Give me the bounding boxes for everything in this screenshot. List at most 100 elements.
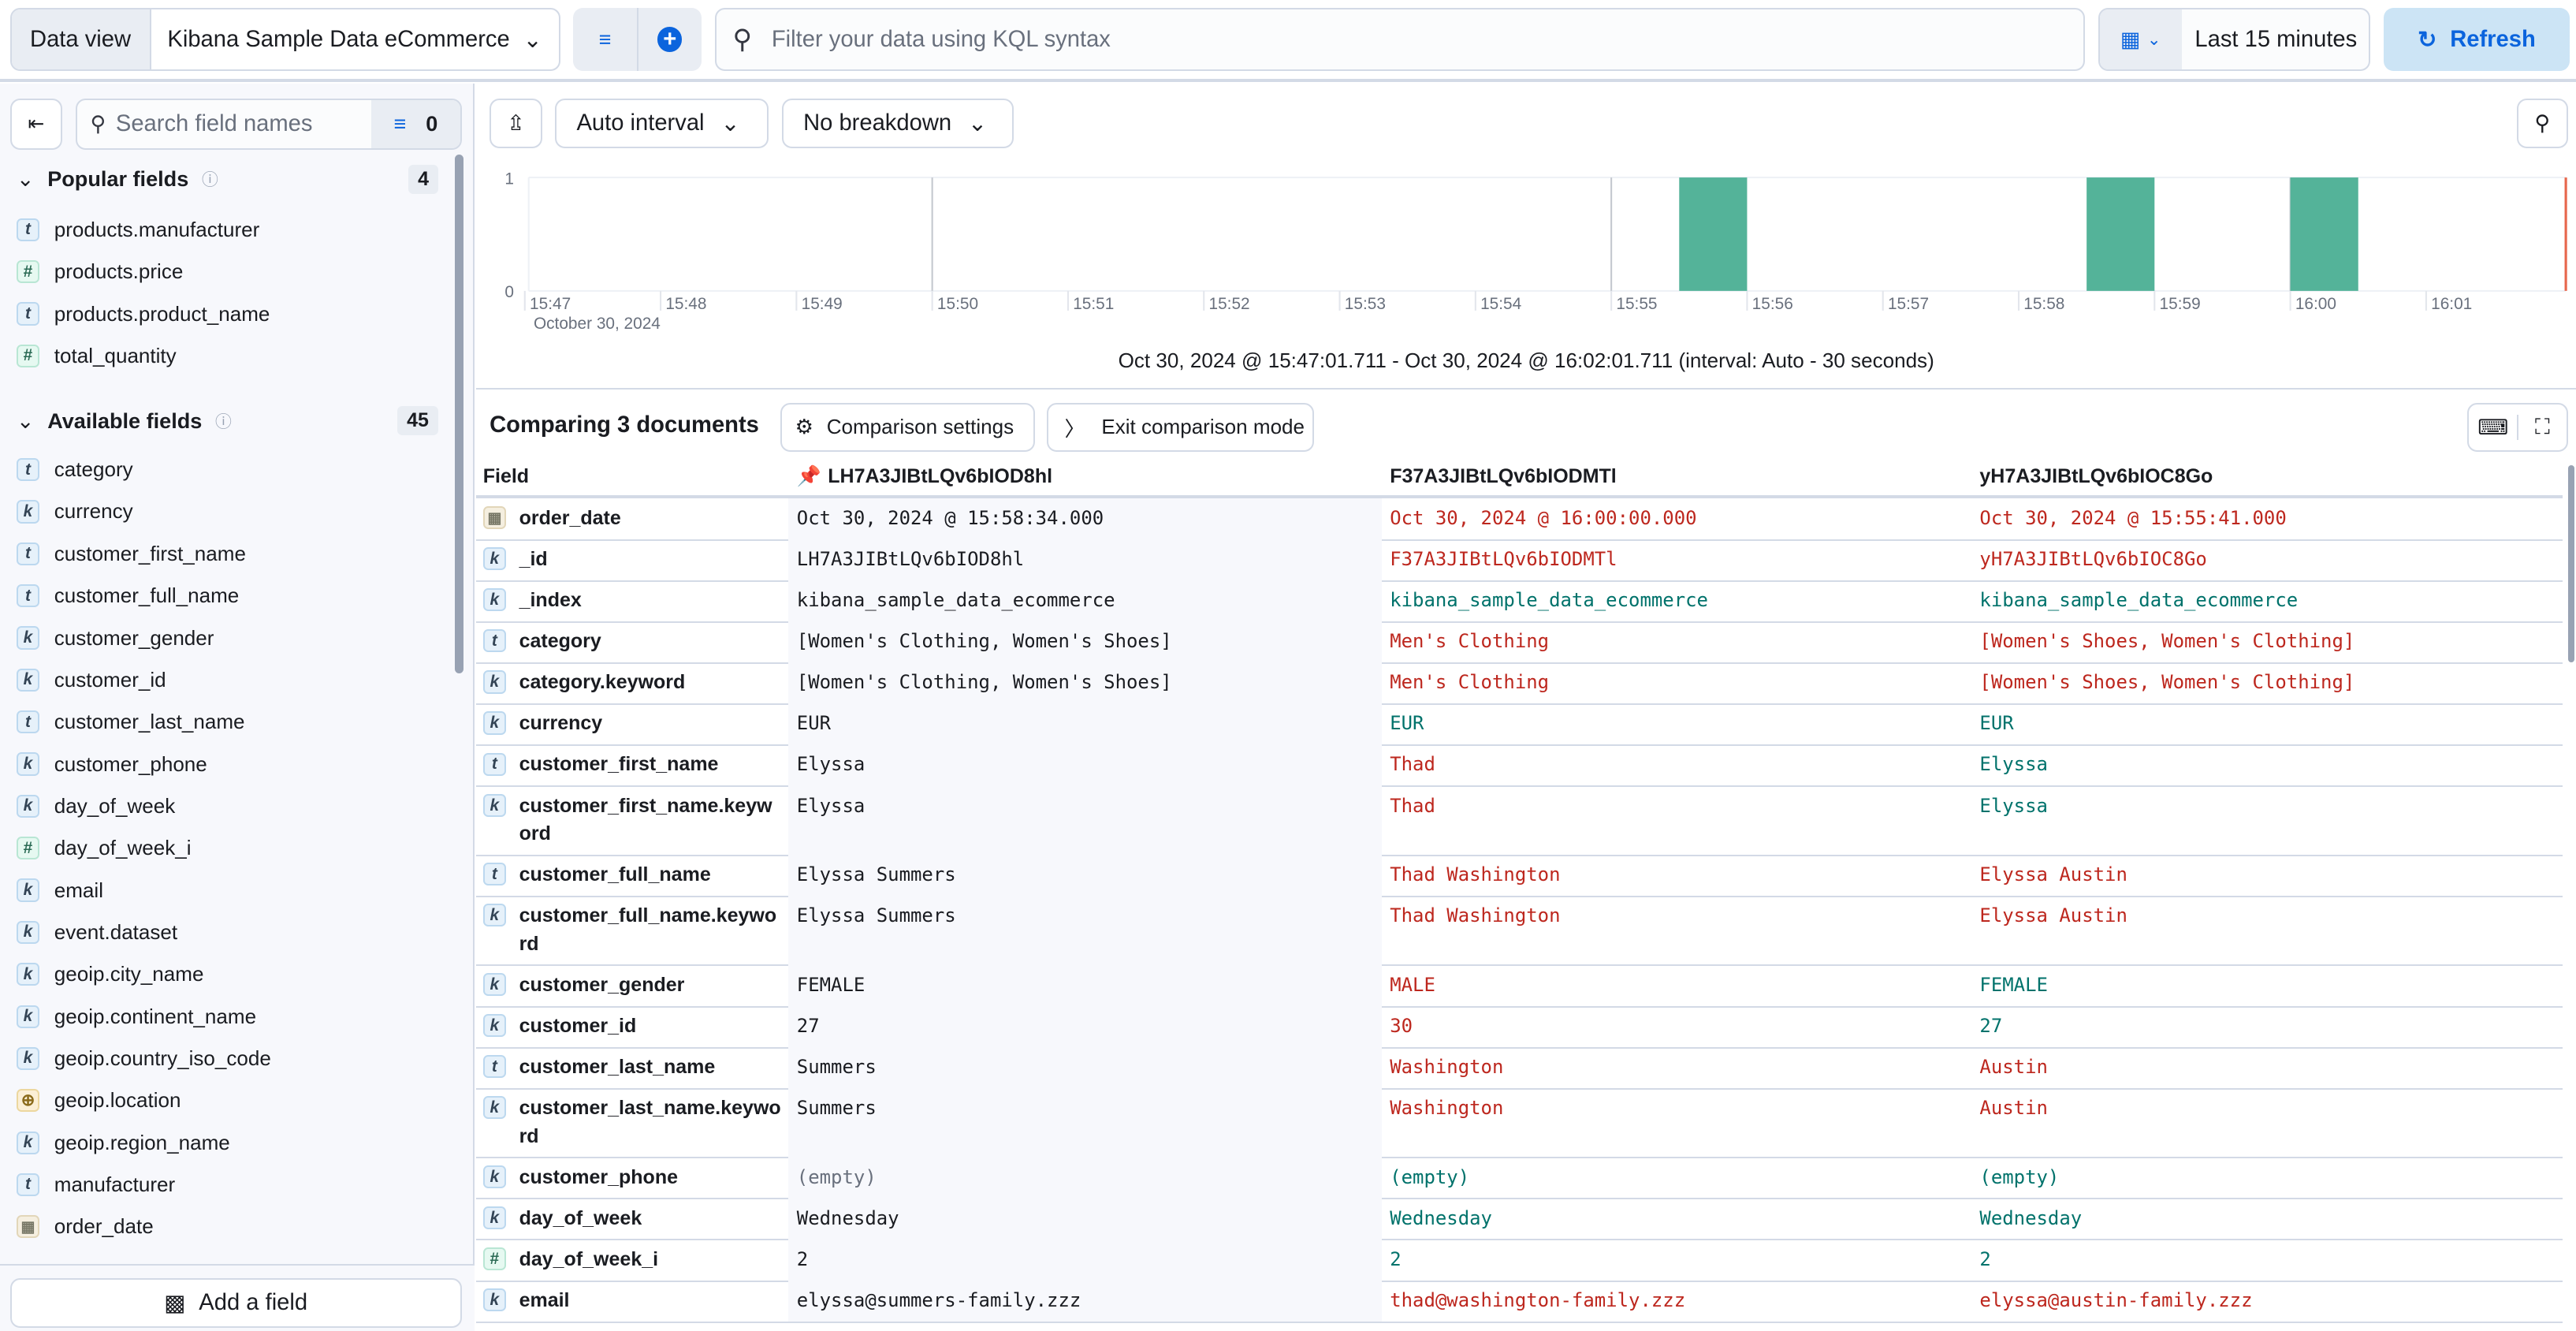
value-cell[interactable]: 27 bbox=[788, 1005, 1382, 1047]
sidebar-scrollbar[interactable] bbox=[455, 154, 463, 674]
value-cell[interactable]: Thad bbox=[1390, 794, 1435, 817]
value-cell[interactable]: Oct 30, 2024 @ 15:58:34.000 bbox=[788, 498, 1382, 539]
value-cell[interactable]: Austin bbox=[1979, 1097, 2048, 1120]
calendar-icon[interactable]: ▦ ⌄ bbox=[2099, 9, 2182, 69]
sidebar-field-item[interactable]: ⊕ geoip.location bbox=[0, 1079, 452, 1121]
field-search-input[interactable]: ⚲ Search field names ≡ 0 bbox=[75, 99, 462, 150]
sidebar-field-item[interactable]: ▦ order_date bbox=[0, 1206, 452, 1247]
popular-fields-header[interactable]: ⌄ Popular fields ⓘ 4 bbox=[0, 158, 452, 200]
table-scrollbar[interactable] bbox=[2567, 464, 2574, 662]
filter-icon[interactable]: ≡ bbox=[573, 8, 638, 71]
value-cell[interactable]: 2 bbox=[788, 1239, 1382, 1281]
inspect-chart-button[interactable]: ⚲ bbox=[2516, 99, 2568, 148]
sidebar-field-item[interactable]: t customer_first_name bbox=[0, 533, 452, 575]
value-cell[interactable]: Summers bbox=[788, 1087, 1382, 1158]
data-view-picker[interactable]: Data view Kibana Sample Data eCommerce ⌄ bbox=[9, 8, 560, 71]
add-field-button[interactable]: ▩ Add a field bbox=[9, 1278, 462, 1328]
fullscreen-icon[interactable]: ⛶ bbox=[2534, 414, 2550, 439]
value-cell[interactable]: FEMALE bbox=[1979, 973, 2048, 996]
sidebar-field-item[interactable]: # products.price bbox=[0, 251, 452, 293]
value-cell[interactable]: (empty) bbox=[1390, 1165, 1470, 1188]
value-cell[interactable]: Thad bbox=[1390, 753, 1435, 776]
value-cell[interactable]: EUR bbox=[788, 703, 1382, 745]
sidebar-field-item[interactable]: t category bbox=[0, 449, 452, 490]
value-cell[interactable]: F37A3JIBtLQv6bIODMTl bbox=[1390, 547, 1617, 570]
value-cell[interactable]: Oct 30, 2024 @ 16:00:00.000 bbox=[1390, 506, 1697, 529]
value-cell[interactable]: Thad Washington bbox=[1390, 904, 1561, 927]
field-type-filter[interactable]: ≡ 0 bbox=[371, 100, 460, 148]
value-cell[interactable]: Elyssa bbox=[788, 785, 1382, 855]
sidebar-field-item[interactable]: k customer_gender bbox=[0, 617, 452, 658]
sidebar-field-item[interactable]: k day_of_week bbox=[0, 785, 452, 827]
sidebar-field-item[interactable]: k customer_id bbox=[0, 659, 452, 701]
value-cell[interactable]: FEMALE bbox=[788, 964, 1382, 1006]
value-cell[interactable]: 30 bbox=[1390, 1014, 1413, 1037]
value-cell[interactable]: kibana_sample_data_ecommerce bbox=[1979, 589, 2299, 612]
sidebar-field-item[interactable]: k geoip.city_name bbox=[0, 953, 452, 995]
value-cell[interactable]: Elyssa bbox=[788, 744, 1382, 786]
sidebar-field-item[interactable]: t customer_full_name bbox=[0, 575, 452, 617]
sidebar-field-item[interactable]: k customer_phone bbox=[0, 743, 452, 785]
value-cell[interactable]: Summers bbox=[788, 1046, 1382, 1088]
value-cell[interactable]: 27 bbox=[1979, 1014, 2003, 1037]
sidebar-field-item[interactable]: k geoip.continent_name bbox=[0, 995, 452, 1037]
value-cell[interactable]: LH7A3JIBtLQv6bIOD8hl bbox=[788, 539, 1382, 580]
chart-toggle-button[interactable]: ⇫ bbox=[490, 99, 542, 148]
value-cell[interactable]: Elyssa bbox=[1979, 753, 2048, 776]
value-cell[interactable]: EUR bbox=[1979, 712, 2014, 735]
header-doc[interactable]: F37A3JIBtLQv6bIODMTl bbox=[1390, 464, 1617, 487]
value-cell[interactable]: EUR bbox=[1390, 712, 1424, 735]
sidebar-field-item[interactable]: k geoip.country_iso_code bbox=[0, 1038, 452, 1079]
sidebar-field-item[interactable]: k event.dataset bbox=[0, 912, 452, 953]
value-cell[interactable]: Thad Washington bbox=[1390, 863, 1561, 886]
sidebar-field-item[interactable]: k geoip.region_name bbox=[0, 1121, 452, 1163]
value-cell[interactable]: Elyssa Austin bbox=[1979, 904, 2127, 927]
value-cell[interactable]: Wednesday bbox=[1979, 1206, 2083, 1229]
query-input[interactable]: ⚲ Filter your data using KQL syntax bbox=[714, 8, 2085, 71]
value-cell[interactable]: (empty) bbox=[1979, 1165, 2060, 1188]
value-cell[interactable]: Elyssa bbox=[1979, 794, 2048, 817]
value-cell[interactable]: 2 bbox=[1979, 1247, 1991, 1270]
refresh-button[interactable]: ↻ Refresh bbox=[2384, 8, 2570, 71]
header-doc[interactable]: yH7A3JIBtLQv6bIOC8Go bbox=[1979, 464, 2213, 487]
value-cell[interactable]: kibana_sample_data_ecommerce bbox=[788, 580, 1382, 621]
sidebar-field-item[interactable]: # total_quantity bbox=[0, 335, 452, 377]
sidebar-field-item[interactable]: t manufacturer bbox=[0, 1164, 452, 1206]
value-cell[interactable]: [Women's Shoes, Women's Clothing] bbox=[1979, 671, 2355, 694]
value-cell[interactable]: elyssa@austin-family.zzz bbox=[1979, 1288, 2253, 1311]
value-cell[interactable]: thad@washington-family.zzz bbox=[1390, 1288, 1686, 1311]
value-cell[interactable]: [Women's Clothing, Women's Shoes] bbox=[788, 662, 1382, 704]
time-picker[interactable]: ▦ ⌄ Last 15 minutes bbox=[2098, 8, 2371, 71]
histogram-chart[interactable]: 0 1 15:47 15:48 15:49 15:50 15:51 15:52 15:53 15:… bbox=[476, 156, 2576, 337]
header-doc-pinned[interactable]: 📌 LH7A3JIBtLQv6bIOD8hl bbox=[788, 465, 1381, 488]
value-cell[interactable]: Oct 30, 2024 @ 15:55:41.000 bbox=[1979, 506, 2287, 529]
value-cell[interactable]: Washington bbox=[1390, 1055, 1504, 1078]
value-cell[interactable]: (empty) bbox=[788, 1157, 1382, 1199]
keyboard-icon[interactable]: ⌨ bbox=[2469, 414, 2519, 440]
sidebar-field-item[interactable]: k currency bbox=[0, 490, 452, 532]
add-filter-button[interactable]: + bbox=[638, 8, 702, 70]
value-cell[interactable]: kibana_sample_data_ecommerce bbox=[1390, 589, 1708, 612]
value-cell[interactable]: [Women's Clothing, Women's Shoes] bbox=[788, 621, 1382, 662]
interval-select[interactable]: Auto interval ⌄ bbox=[555, 99, 769, 148]
value-cell[interactable]: Men's Clothing bbox=[1390, 630, 1550, 653]
sidebar-field-item[interactable]: # day_of_week_i bbox=[0, 827, 452, 869]
value-cell[interactable]: Washington bbox=[1390, 1097, 1504, 1120]
value-cell[interactable]: Elyssa Summers bbox=[788, 895, 1382, 965]
comparison-settings-button[interactable]: ⚙ Comparison settings bbox=[780, 402, 1036, 453]
sidebar-field-item[interactable]: t customer_last_name bbox=[0, 701, 452, 743]
value-cell[interactable]: Wednesday bbox=[788, 1198, 1382, 1240]
value-cell[interactable]: 2 bbox=[1390, 1247, 1402, 1270]
available-fields-header[interactable]: ⌄ Available fields ⓘ 45 bbox=[0, 399, 452, 442]
collapse-sidebar-button[interactable]: ⇤ bbox=[9, 99, 63, 150]
value-cell[interactable]: elyssa@summers-family.zzz bbox=[788, 1280, 1382, 1322]
value-cell[interactable]: yH7A3JIBtLQv6bIOC8Go bbox=[1979, 547, 2207, 570]
breakdown-select[interactable]: No breakdown ⌄ bbox=[782, 99, 1014, 148]
sidebar-field-item[interactable]: k email bbox=[0, 869, 452, 911]
sidebar-field-item[interactable]: t products.product_name bbox=[0, 293, 452, 334]
value-cell[interactable]: Wednesday bbox=[1390, 1206, 1492, 1229]
value-cell[interactable]: Men's Clothing bbox=[1390, 671, 1550, 694]
value-cell[interactable]: MALE bbox=[1390, 973, 1435, 996]
sidebar-field-item[interactable]: t products.manufacturer bbox=[0, 209, 452, 251]
value-cell[interactable]: Elyssa Austin bbox=[1979, 863, 2127, 886]
